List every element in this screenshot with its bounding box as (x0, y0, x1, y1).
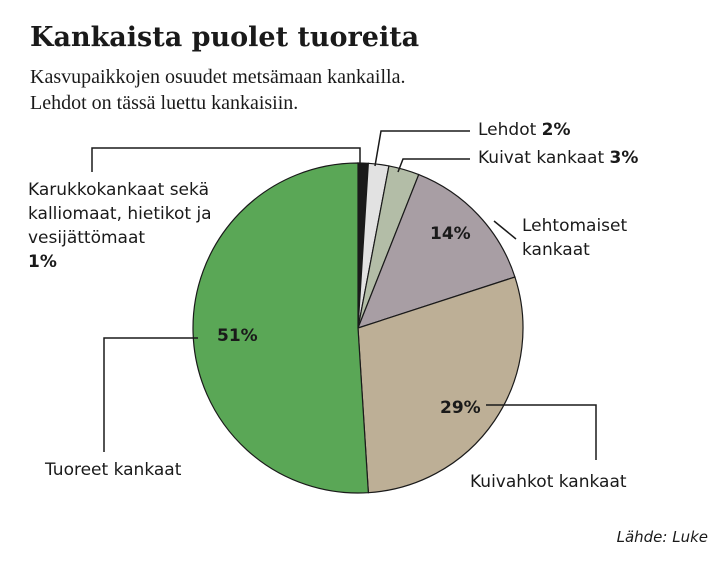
leader-lines (91, 130, 597, 460)
leader-line (493, 220, 517, 240)
leader-line (103, 337, 198, 452)
value-label: 29% (440, 398, 481, 418)
slice-label: Kuivat kankaat 3% (478, 146, 638, 170)
pie-slice (192, 162, 369, 494)
leader-line (91, 147, 361, 172)
slice-label: Tuoreet kankaat (45, 458, 181, 482)
pie-slice (357, 276, 524, 494)
category-name: Tuoreet kankaat (45, 460, 182, 480)
subtitle: Lehdot on tässä luettu kankaisiin. (30, 92, 299, 114)
category-name: Karukkokankaat sekä kalliomaat, hietikot… (28, 180, 212, 248)
slice-label: Lehdot 2% (478, 118, 571, 142)
value-label: 2% (541, 120, 571, 140)
source: Lähde: Luke (616, 528, 708, 546)
value-label: 3% (609, 148, 639, 168)
value-label: 14% (430, 224, 471, 244)
value-label: 1% (28, 252, 57, 272)
subtitle: Kasvupaikkojen osuudet metsämaan kankail… (30, 66, 406, 88)
slice-label: Lehtomaiset kankaat (522, 214, 632, 262)
chart-title: Kankaista puolet tuoreita (30, 22, 420, 53)
value-label: 51% (217, 326, 258, 346)
leader-line (486, 404, 597, 460)
category-name: Kuivat kankaat (478, 148, 605, 168)
leader-line (374, 130, 470, 167)
category-name: Kuivahkot kankaat (470, 472, 627, 492)
category-name: Lehtomaiset kankaat (522, 216, 628, 260)
slice-label: Kuivahkot kankaat (470, 470, 627, 494)
slice-label: Karukkokankaat sekä kalliomaat, hietikot… (28, 178, 260, 274)
category-name: Lehdot (478, 120, 537, 140)
leader-line (397, 158, 470, 173)
